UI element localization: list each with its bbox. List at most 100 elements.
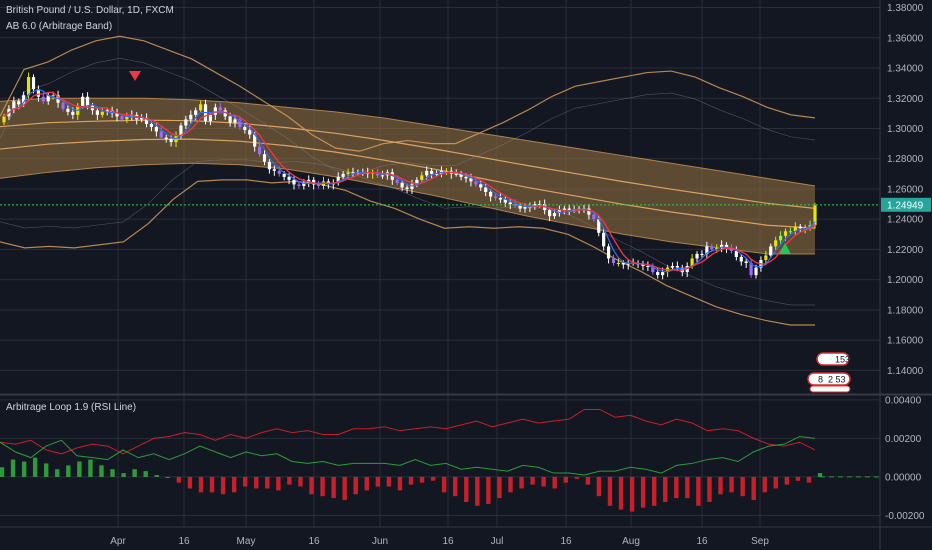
candle-body[interactable] [739,256,743,262]
candle-body[interactable] [547,210,552,217]
candle-body[interactable] [459,173,463,177]
candle-body[interactable] [194,110,198,115]
candle-body[interactable] [218,107,222,111]
candle-body[interactable] [262,154,267,162]
candle-body[interactable] [720,244,724,248]
candle-body[interactable] [464,176,468,179]
candle-body[interactable] [169,139,173,143]
candle-body[interactable] [778,235,783,241]
candle-body[interactable] [454,173,458,175]
candle-body[interactable] [675,266,679,268]
candle-body[interactable] [513,204,517,206]
candle-body[interactable] [302,182,306,186]
candle-body[interactable] [267,161,272,170]
candle-body[interactable] [405,187,409,189]
candle-body[interactable] [425,170,429,176]
sell-arrow-icon[interactable] [129,71,141,81]
candle-body[interactable] [444,170,448,172]
signal-markers[interactable]: 153 8 2 53 [129,71,851,393]
candle-body[interactable] [434,173,439,175]
candle-body[interactable] [282,173,286,177]
candle-body[interactable] [125,116,129,120]
candle-body[interactable] [489,191,493,197]
candle-body[interactable] [17,101,21,105]
candle-body[interactable] [144,117,149,124]
candle-body[interactable] [484,187,488,192]
candle-body[interactable] [788,231,793,233]
candle-body[interactable] [705,246,709,254]
candle-body[interactable] [351,172,355,174]
candle-body[interactable] [597,219,601,233]
candle-body[interactable] [346,172,350,174]
candle-body[interactable] [430,170,434,174]
candle-body[interactable] [41,96,45,102]
candle-body[interactable] [297,184,301,186]
candle-body[interactable] [420,175,424,180]
candle-body[interactable] [744,261,748,264]
buy-arrow-icon[interactable] [779,243,791,254]
candle-body[interactable] [51,95,55,97]
candle-body[interactable] [710,246,714,250]
candle-body[interactable] [813,205,817,226]
candle-body[interactable] [587,208,591,215]
candle-body[interactable] [316,184,321,186]
candle-body[interactable] [61,102,65,109]
candle-body[interactable] [341,173,345,177]
candle-body[interactable] [31,77,36,90]
candle-body[interactable] [189,114,193,120]
candle-body[interactable] [149,123,154,127]
candle-body[interactable] [646,266,650,268]
candle-body[interactable] [641,264,645,267]
candle-body[interactable] [769,246,773,256]
event-badge-2[interactable] [807,372,851,386]
candle-body[interactable] [312,179,316,185]
candle-body[interactable] [523,207,527,209]
candle-body[interactable] [749,263,753,276]
candle-body[interactable] [26,77,31,96]
candle-body[interactable] [179,125,183,137]
candle-body[interactable] [621,263,625,265]
candle-body[interactable] [602,232,606,247]
candle-body[interactable] [651,266,655,273]
candle-body[interactable] [661,272,665,276]
candle-body[interactable] [690,258,694,267]
candle-body[interactable] [734,250,738,257]
candle-body[interactable] [380,175,385,177]
candle-body[interactable] [479,184,483,188]
candle-body[interactable] [754,267,758,276]
candle-body[interactable] [606,246,611,259]
candle-body[interactable] [22,95,26,105]
candle-body[interactable] [415,179,419,185]
candle-body[interactable] [277,170,281,174]
candle-body[interactable] [695,253,699,259]
candle-body[interactable] [292,179,296,185]
candle-body[interactable] [233,119,237,123]
candle-body[interactable] [81,96,85,106]
candle-body[interactable] [257,146,262,155]
candle-body[interactable] [115,113,119,117]
candle-body[interactable] [700,253,704,255]
candle-body[interactable] [272,169,276,171]
candle-body[interactable] [100,111,104,115]
candle-body[interactable] [656,272,660,276]
candle-body[interactable] [715,247,719,250]
candle-body[interactable] [557,210,562,214]
candle-body[interactable] [164,137,168,140]
candle-body[interactable] [243,126,247,130]
candle-body[interactable] [159,131,163,138]
candle-body[interactable] [71,111,75,115]
candle-body[interactable] [493,196,498,199]
candle-body[interactable] [552,213,557,217]
candle-body[interactable] [508,202,512,205]
candle-body[interactable] [248,129,252,135]
candle-body[interactable] [616,263,620,265]
candle-body[interactable] [336,176,340,183]
candle-body[interactable] [223,110,227,117]
candle-body[interactable] [287,176,291,180]
candle-body[interactable] [95,110,99,115]
candle-body[interactable] [46,95,50,102]
candle-body[interactable] [729,247,734,251]
candle-body[interactable] [567,208,571,211]
candle-body[interactable] [503,199,507,203]
candle-body[interactable] [469,178,473,182]
